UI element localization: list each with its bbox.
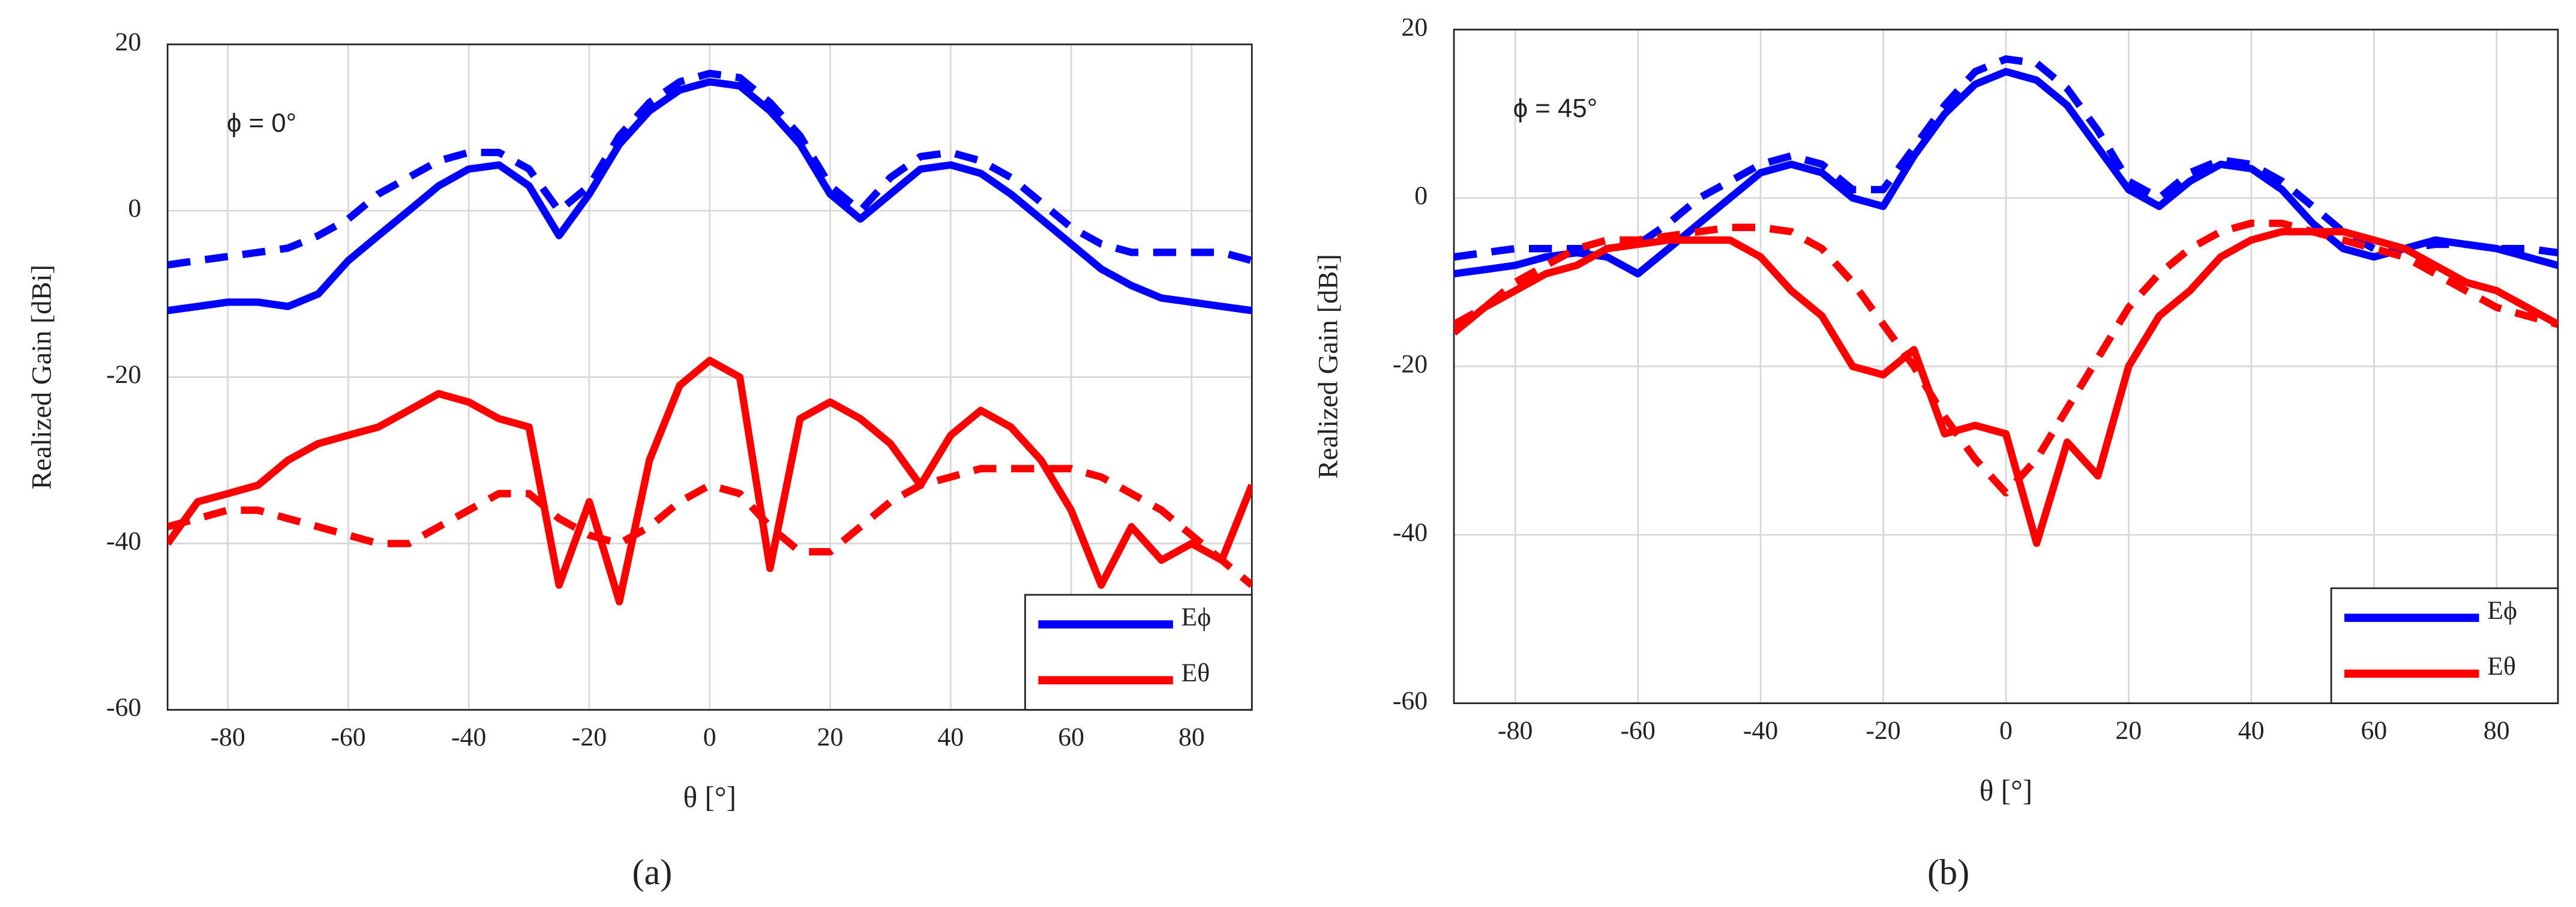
panel: -80 -60 -40 -20 0 20 40 60 80 -60 -40 -20 0 20 ϕ = 0° θ… <box>27 28 1253 893</box>
series-line <box>1454 68 2558 278</box>
y-tick-label: -20 <box>106 360 141 389</box>
y-tick-label: -40 <box>1393 518 1428 547</box>
series-line <box>1454 219 2558 497</box>
y-tick-label: -60 <box>106 693 141 722</box>
x-tick-label: 20 <box>2115 716 2142 745</box>
series-line <box>167 357 1252 606</box>
y-tick-label: -60 <box>1393 687 1428 716</box>
caption: (b) <box>1927 852 1969 893</box>
x-tick-label: 0 <box>1999 716 2013 745</box>
y-tick-label: -40 <box>106 526 141 555</box>
legend-label: Eθ <box>2487 652 2516 681</box>
legend-label: Eϕ <box>1181 603 1211 631</box>
x-tick-label: -20 <box>572 723 607 752</box>
x-tick-label: 80 <box>2484 716 2510 745</box>
legend-box <box>2330 587 2559 704</box>
y-axis-label: Realized Gain [dBi] <box>1313 254 1344 479</box>
x-tick-label: -20 <box>1866 716 1900 745</box>
x-tick-label: 80 <box>1178 723 1205 752</box>
legend-box <box>1024 594 1253 711</box>
x-tick-label: 60 <box>1058 723 1084 752</box>
x-axis-label: θ [°] <box>683 780 736 813</box>
y-tick-label: 20 <box>1401 13 1428 41</box>
x-tick-label: 60 <box>2361 716 2387 745</box>
x-tick-label: -40 <box>451 723 486 752</box>
x-tick-label: -40 <box>1743 716 1778 745</box>
x-tick-label: 40 <box>2238 716 2265 745</box>
series-line <box>167 70 1252 269</box>
x-tick-label: 0 <box>703 723 716 752</box>
y-axis-label: Realized Gain [dBi] <box>27 265 58 490</box>
panel: -80 -60 -40 -20 0 20 40 60 80 -60 -40 -20 0 20 ϕ = 45°… <box>1313 13 2559 893</box>
y-tick-label: 20 <box>115 28 142 56</box>
x-tick-label: -80 <box>1498 716 1533 745</box>
series-line <box>1454 55 2558 261</box>
x-tick-label: 20 <box>817 723 844 752</box>
x-tick-label: -80 <box>210 723 245 752</box>
y-tick-label: 0 <box>128 194 142 223</box>
x-axis-label: θ [°] <box>1980 774 2032 807</box>
series-line <box>167 78 1252 315</box>
annotation: ϕ = 0° <box>227 109 296 138</box>
legend-label: Eθ <box>1181 658 1210 687</box>
x-tick-label: -60 <box>331 723 365 752</box>
series-line <box>1454 228 2558 547</box>
legend-label: Eϕ <box>2487 596 2517 625</box>
plot-frame <box>166 43 1253 711</box>
annotation: ϕ = 45° <box>1513 94 1598 123</box>
series-line <box>167 465 1252 588</box>
plot-frame <box>1453 28 2559 704</box>
y-tick-label: 0 <box>1414 181 1428 210</box>
y-tick-label: -20 <box>1393 349 1428 378</box>
caption: (a) <box>632 852 673 893</box>
x-tick-label: 40 <box>937 723 964 752</box>
x-tick-label: -60 <box>1620 716 1655 745</box>
